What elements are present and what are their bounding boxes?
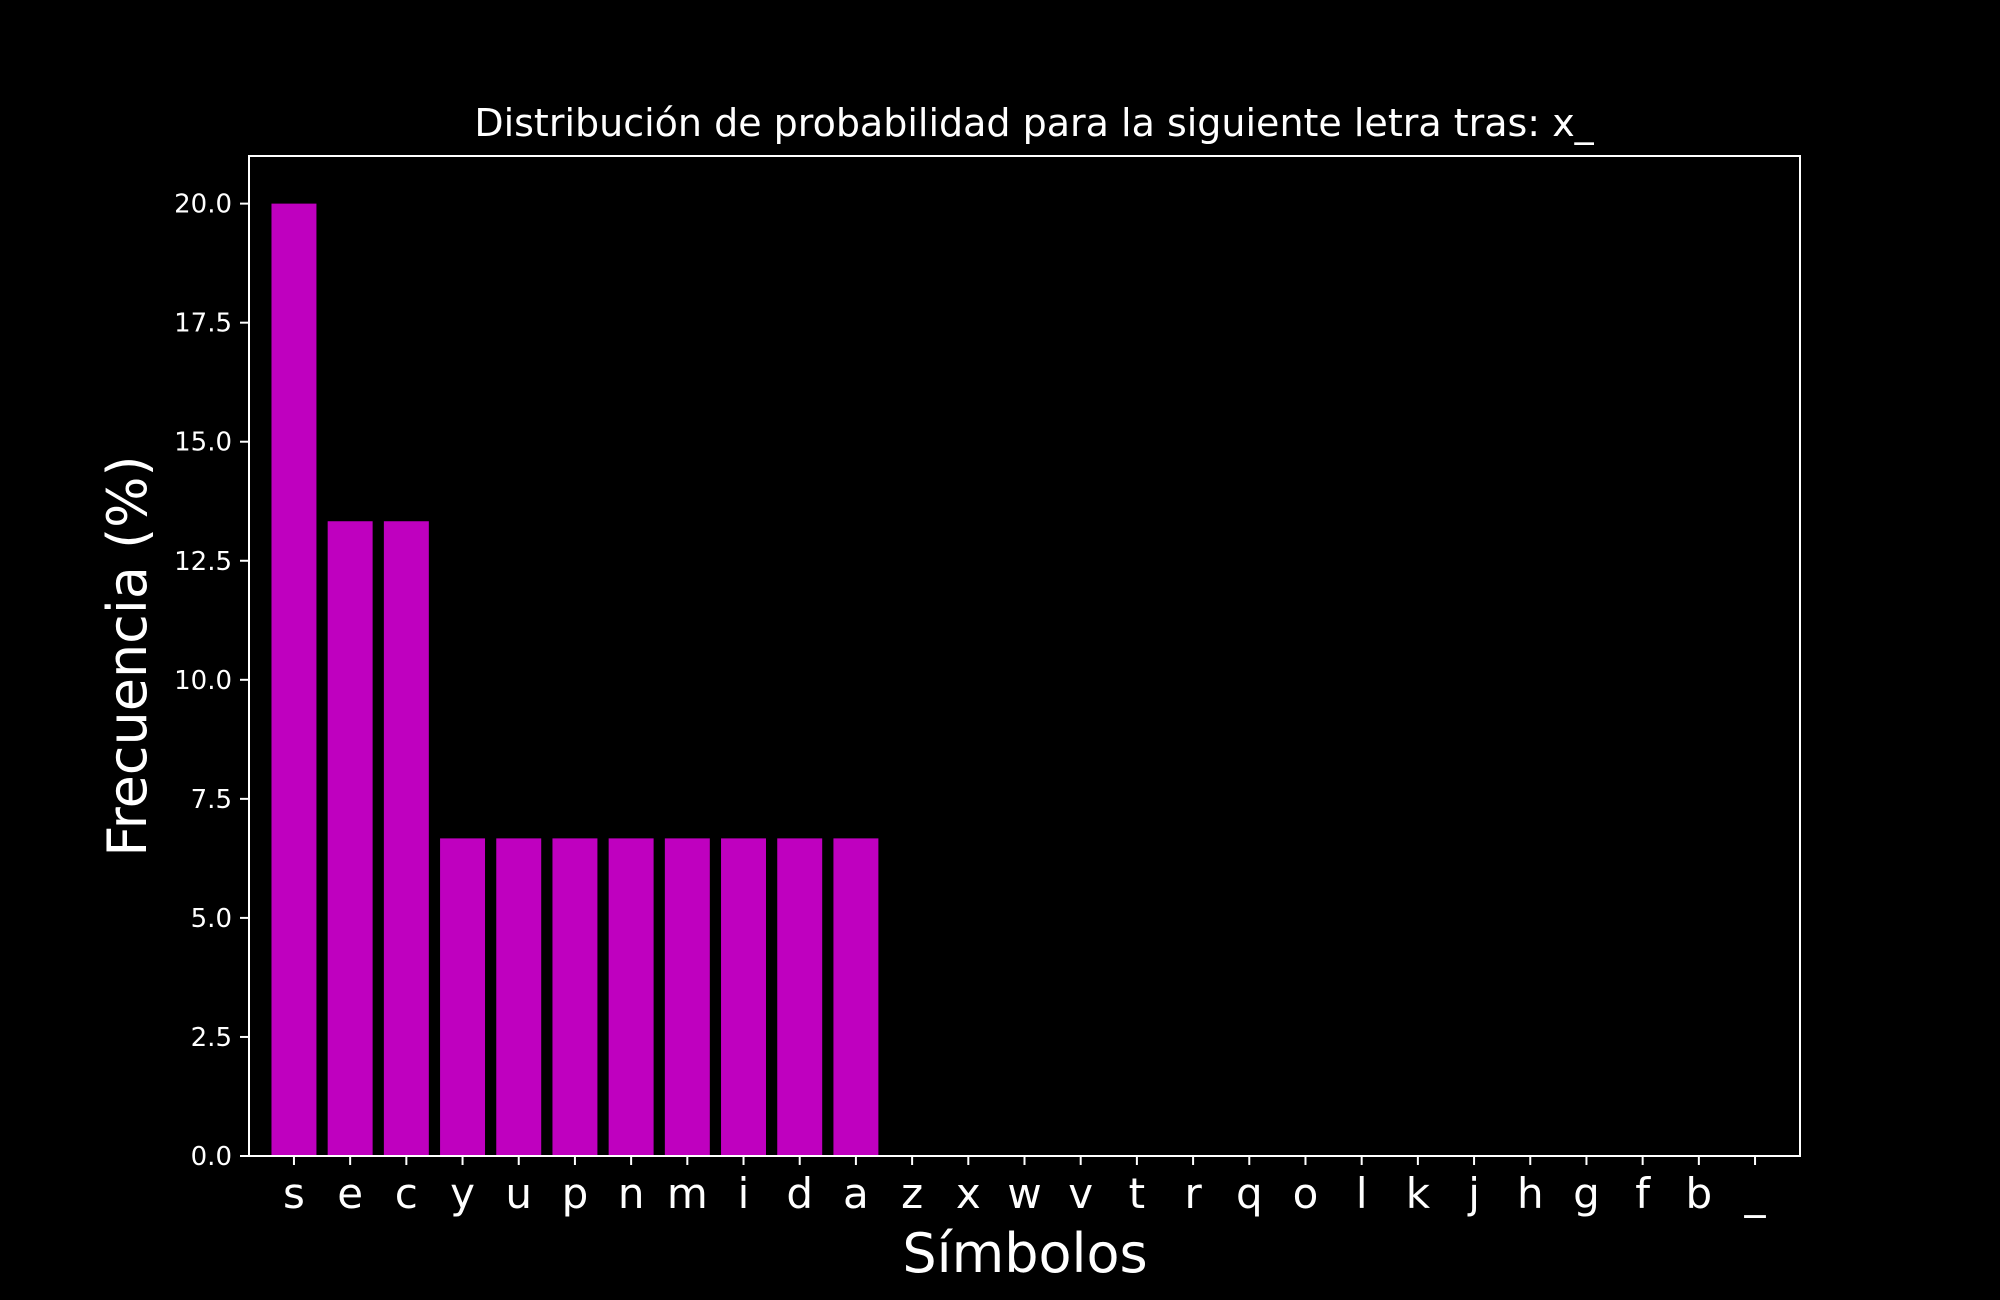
bar-u <box>496 838 542 1156</box>
x-tick-label: i <box>738 1169 750 1218</box>
y-tick-label: 2.5 <box>191 1023 232 1053</box>
x-tick-label: b <box>1686 1169 1713 1218</box>
x-tick-label: d <box>786 1169 813 1218</box>
x-tick-label: w <box>1007 1169 1041 1218</box>
y-tick-label: 5.0 <box>191 904 232 934</box>
y-axis-label: Frecuencia (%) <box>96 455 159 856</box>
bar-c <box>383 521 429 1156</box>
x-tick-label: n <box>618 1169 645 1218</box>
x-axis: s e c y u p n m i d a z x w v t r q o l k j h g f b _ <box>283 1156 1767 1218</box>
bar-y <box>440 838 486 1156</box>
x-tick-label: u <box>505 1169 532 1218</box>
plot-frame <box>248 155 1801 1157</box>
bar-i <box>721 838 766 1156</box>
bar-series <box>271 203 879 1156</box>
x-tick-label: f <box>1635 1169 1651 1218</box>
x-tick-label: g <box>1573 1169 1600 1218</box>
bar-s <box>271 203 317 1156</box>
y-tick-label: 15.0 <box>174 428 232 458</box>
x-tick-label: c <box>395 1169 418 1218</box>
x-tick-label: a <box>843 1169 869 1218</box>
x-tick-label: t <box>1129 1169 1145 1218</box>
x-tick-label: s <box>283 1169 305 1218</box>
y-tick-label: 10.0 <box>174 666 232 696</box>
bar-d <box>777 838 823 1156</box>
bar-m <box>664 838 710 1156</box>
x-tick-label: _ <box>1744 1169 1767 1218</box>
x-tick-label: e <box>337 1169 363 1218</box>
bar-e <box>327 521 373 1156</box>
x-tick-label: h <box>1517 1169 1544 1218</box>
x-tick-label: z <box>901 1169 923 1218</box>
x-tick-label: k <box>1406 1169 1431 1218</box>
y-tick-label: 20.0 <box>174 190 232 220</box>
y-tick-label: 7.5 <box>191 785 232 815</box>
y-tick-label: 17.5 <box>174 309 232 339</box>
x-axis-label: Símbolos <box>902 1222 1147 1285</box>
x-tick-label: p <box>562 1169 589 1218</box>
y-tick-label: 0.0 <box>191 1142 232 1172</box>
bar-p <box>552 838 598 1156</box>
x-tick-label: y <box>450 1169 475 1218</box>
bar-a <box>833 838 879 1156</box>
chart-title: Distribución de probabilidad para la sig… <box>474 101 1594 145</box>
y-axis: 0.0 2.5 5.0 7.5 10.0 12.5 15.0 17.5 20.0 <box>174 190 249 1172</box>
bar-n <box>608 838 654 1156</box>
x-tick-label: v <box>1068 1169 1093 1218</box>
x-tick-label: j <box>1467 1169 1480 1218</box>
x-tick-label: o <box>1293 1169 1319 1218</box>
x-tick-label: q <box>1236 1169 1263 1218</box>
x-tick-label: l <box>1356 1169 1368 1218</box>
x-tick-label: r <box>1184 1169 1202 1218</box>
x-tick-label: x <box>956 1169 981 1218</box>
y-tick-label: 12.5 <box>174 547 232 577</box>
x-tick-label: m <box>667 1169 708 1218</box>
